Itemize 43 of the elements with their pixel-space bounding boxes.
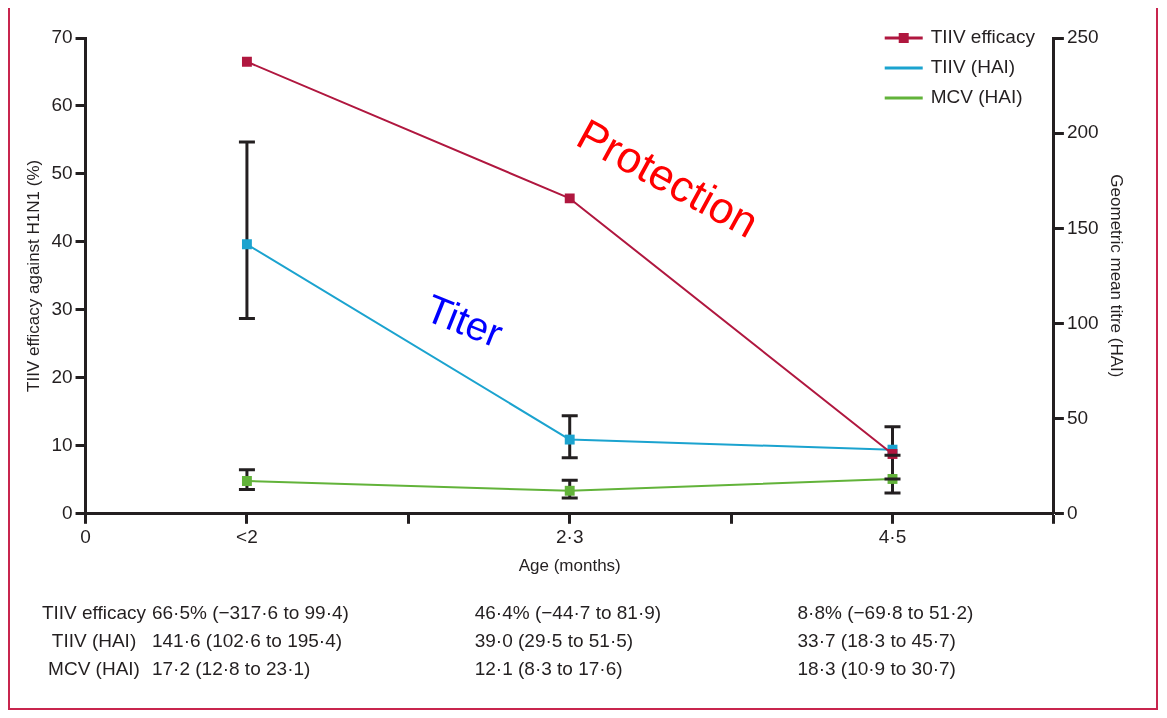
y-tick-label: 70 xyxy=(51,26,73,48)
y-axis-title: TIIV efficacy against H1N1 (%) xyxy=(23,159,43,392)
text: 46·4% (−44·7 to 81·9) xyxy=(474,602,662,624)
text: 39·0 (29·5 to 51·5) xyxy=(474,630,634,652)
y2-tick-label: 0 xyxy=(1066,502,1078,524)
text: 66·5% (−317·6 to 99·4) xyxy=(151,602,349,624)
text: 12·1 (8·3 to 17·6) xyxy=(474,658,623,680)
y2-tick-label: 250 xyxy=(1066,26,1099,48)
point xyxy=(241,476,252,487)
y-tick-label: 30 xyxy=(51,298,73,320)
y2-tick-label: 150 xyxy=(1066,216,1099,238)
y2-tick-label: 200 xyxy=(1066,121,1099,143)
annotation: Titer xyxy=(419,285,509,356)
text: TIIV (HAI) xyxy=(51,630,137,652)
point xyxy=(241,239,252,250)
y2-tick-label: 50 xyxy=(1066,406,1089,428)
text: 18·3 (10·9 to 30·7) xyxy=(797,658,956,680)
y2-tick-label: 100 xyxy=(1066,311,1099,333)
y-tick-label: 50 xyxy=(51,162,73,184)
x-axis-title: Age (months) xyxy=(518,556,621,576)
y-tick-label: 0 xyxy=(61,502,73,524)
text: 33·7 (18·3 to 45·7) xyxy=(797,630,956,652)
text: MCV (HAI) xyxy=(48,658,140,680)
point xyxy=(564,193,575,204)
legend-label: TIIV (HAI) xyxy=(930,56,1016,78)
point xyxy=(564,485,575,496)
y2-axis-title: Geometric mean titre (HAI) xyxy=(1107,174,1127,378)
legend-label: MCV (HAI) xyxy=(930,86,1023,108)
point xyxy=(241,56,252,67)
x-tick-label: 4·5 xyxy=(878,526,907,548)
y-tick-label: 60 xyxy=(51,94,73,116)
point xyxy=(564,434,575,445)
x-tick-label: <2 xyxy=(236,526,258,548)
x-tick-label: 0 xyxy=(80,526,91,548)
legend-label: TIIV efficacy xyxy=(930,26,1036,48)
text: TIIV efficacy xyxy=(41,602,147,624)
text: 141·6 (102·6 to 195·4) xyxy=(151,630,343,652)
y-tick-label: 10 xyxy=(51,434,73,456)
y-tick-label: 20 xyxy=(51,366,73,388)
y-tick-label: 40 xyxy=(51,230,73,252)
x-tick-label: 2·3 xyxy=(555,526,584,548)
text: 8·8% (−69·8 to 51·2) xyxy=(797,602,974,624)
text: 17·2 (12·8 to 23·1) xyxy=(151,658,311,680)
